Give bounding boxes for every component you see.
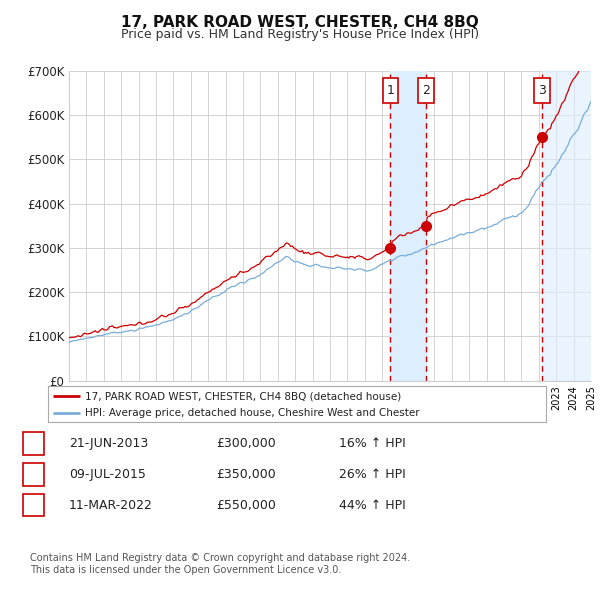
Text: £550,000: £550,000 — [216, 499, 276, 512]
Text: 1: 1 — [29, 437, 37, 450]
Text: Price paid vs. HM Land Registry's House Price Index (HPI): Price paid vs. HM Land Registry's House … — [121, 28, 479, 41]
Text: HPI: Average price, detached house, Cheshire West and Chester: HPI: Average price, detached house, Ches… — [85, 408, 420, 418]
Bar — [391, 71, 426, 381]
Bar — [542, 71, 591, 381]
Text: 17, PARK ROAD WEST, CHESTER, CH4 8BQ: 17, PARK ROAD WEST, CHESTER, CH4 8BQ — [121, 15, 479, 30]
Text: 21-JUN-2013: 21-JUN-2013 — [69, 437, 148, 450]
Text: 3: 3 — [538, 84, 546, 97]
Text: 09-JUL-2015: 09-JUL-2015 — [69, 468, 146, 481]
FancyBboxPatch shape — [383, 78, 398, 103]
Text: 2: 2 — [422, 84, 430, 97]
Text: 44% ↑ HPI: 44% ↑ HPI — [339, 499, 406, 512]
Text: 1: 1 — [386, 84, 394, 97]
Text: 16% ↑ HPI: 16% ↑ HPI — [339, 437, 406, 450]
Text: £300,000: £300,000 — [216, 437, 276, 450]
Text: 3: 3 — [29, 499, 37, 512]
Text: Contains HM Land Registry data © Crown copyright and database right 2024.
This d: Contains HM Land Registry data © Crown c… — [30, 553, 410, 575]
FancyBboxPatch shape — [418, 78, 434, 103]
FancyBboxPatch shape — [534, 78, 550, 103]
Text: 11-MAR-2022: 11-MAR-2022 — [69, 499, 153, 512]
Text: 17, PARK ROAD WEST, CHESTER, CH4 8BQ (detached house): 17, PARK ROAD WEST, CHESTER, CH4 8BQ (de… — [85, 391, 401, 401]
Text: 26% ↑ HPI: 26% ↑ HPI — [339, 468, 406, 481]
Text: £350,000: £350,000 — [216, 468, 276, 481]
Text: 2: 2 — [29, 468, 37, 481]
